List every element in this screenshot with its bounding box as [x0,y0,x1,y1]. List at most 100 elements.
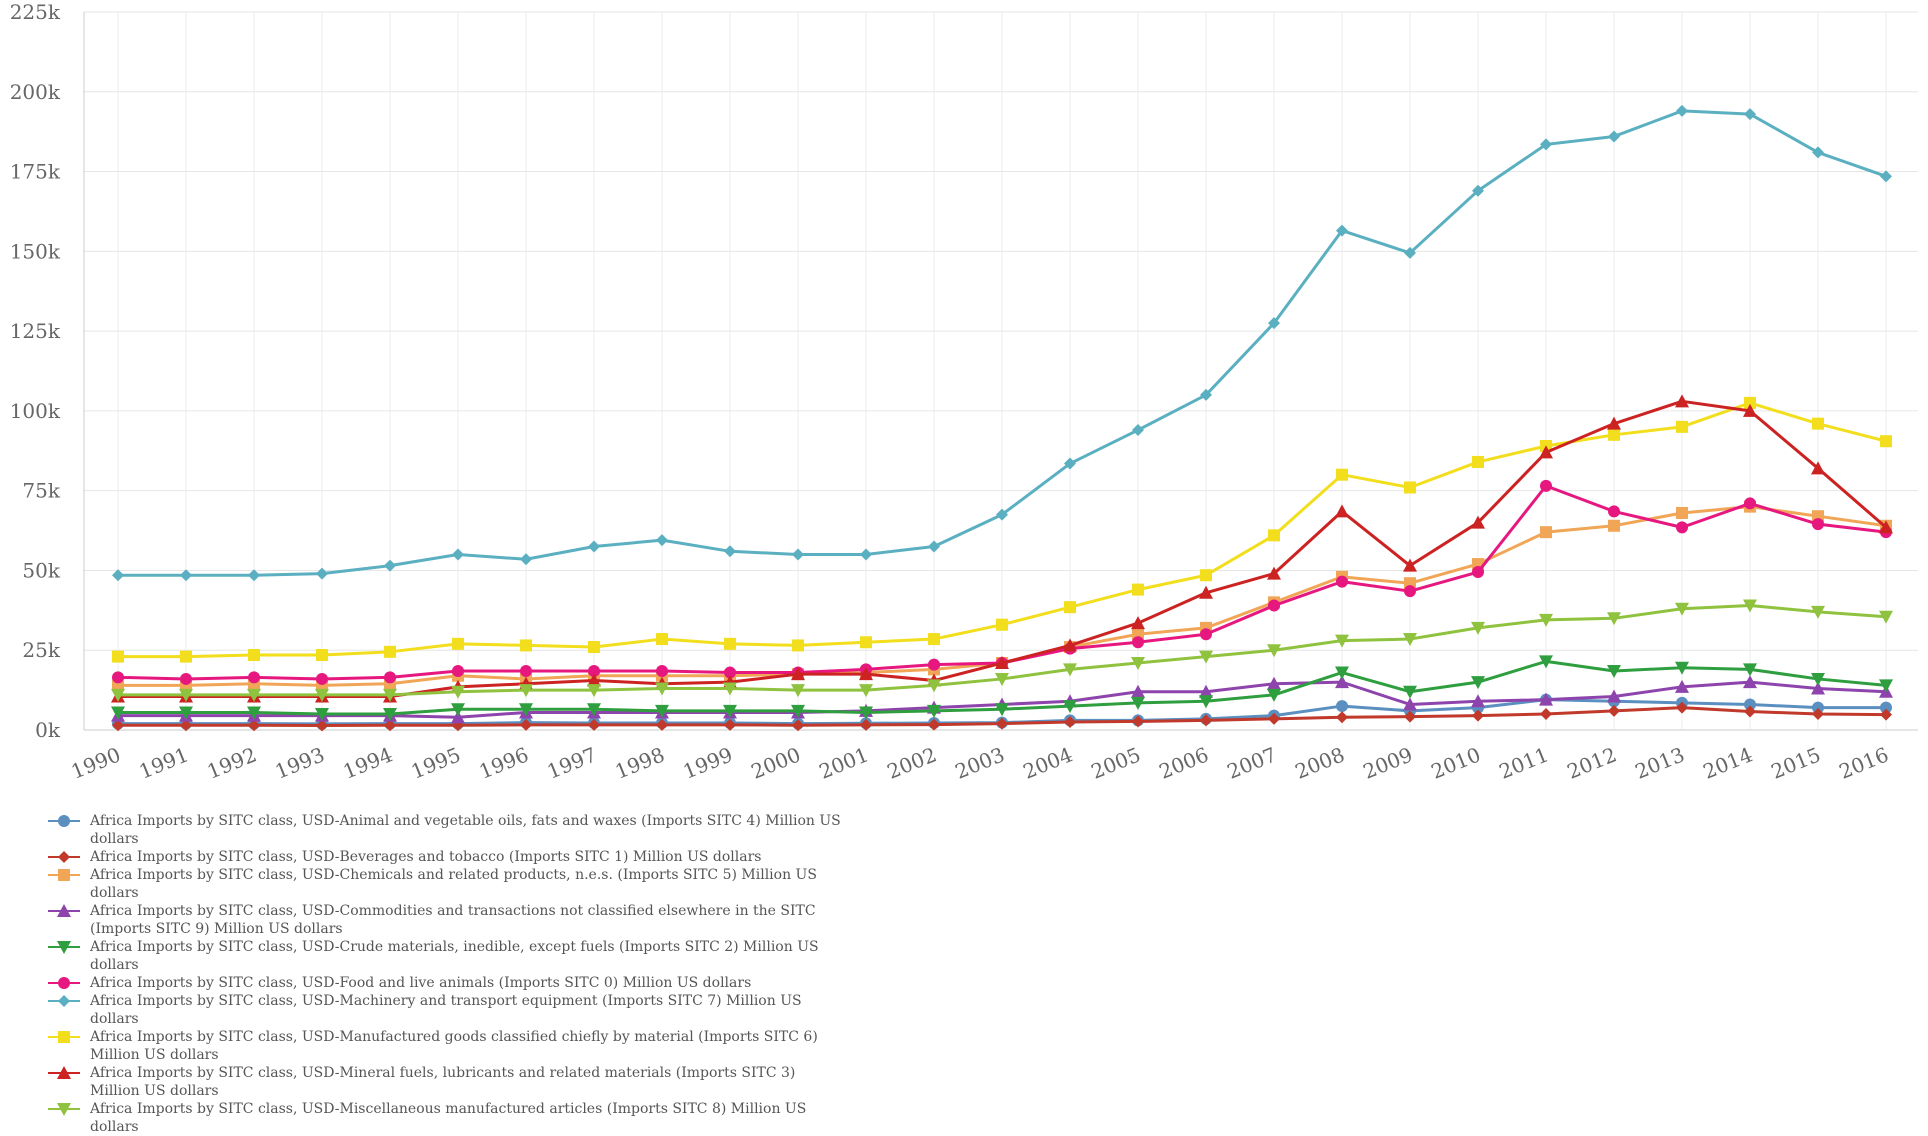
data-point [723,704,737,718]
data-point [112,569,124,582]
data-point [996,508,1008,521]
legend-marker-icon [48,977,80,989]
data-point [383,688,397,702]
data-point [1472,455,1484,468]
legend-item[interactable]: Africa Imports by SITC class, USD-Food a… [48,974,848,992]
data-point [112,650,124,663]
data-point [1335,675,1349,689]
data-point [1811,605,1825,619]
data-point [928,540,940,553]
x-tick-label: 2007 [1224,742,1280,783]
data-point [1063,638,1077,652]
data-point [248,719,260,732]
x-tick-label: 2005 [1088,742,1144,783]
legend-label: Africa Imports by SITC class, USD-Crude … [90,939,819,973]
data-point [1199,650,1213,664]
data-point [1471,515,1485,529]
data-point [315,688,329,702]
data-point [928,658,940,671]
data-point [1471,694,1485,708]
y-tick-label: 225k [10,0,61,24]
legend-marker-shape [58,995,70,1007]
data-point [1199,695,1213,709]
legend-marker-icon [48,869,80,881]
legend-item[interactable]: Africa Imports by SITC class, USD-Miscel… [48,1100,848,1136]
data-point [1676,420,1688,433]
data-point [383,708,397,722]
data-point [1403,685,1417,699]
data-point [1880,708,1892,721]
data-point [1675,679,1689,693]
data-point [927,679,941,693]
legend-label: Africa Imports by SITC class, USD-Minera… [90,1065,796,1099]
x-tick-label: 2014 [1700,742,1756,783]
series-4 [111,655,1893,722]
data-point [724,637,736,650]
legend-item[interactable]: Africa Imports by SITC class, USD-Minera… [48,1064,848,1100]
data-point [588,718,600,731]
data-point [111,688,125,702]
data-point [1131,616,1145,630]
data-point [1607,664,1621,678]
y-tick-label: 50k [22,558,60,582]
data-point [1608,704,1620,717]
x-tick-label: 1997 [544,742,600,783]
data-point [1676,701,1688,714]
legend-label: Africa Imports by SITC class, USD-Animal… [90,813,841,847]
legend-marker-icon [48,815,80,827]
legend-item[interactable]: Africa Imports by SITC class, USD-Crude … [48,938,848,974]
legend-marker-shape [58,815,70,827]
legend-marker-icon [48,941,80,954]
data-point [1540,138,1552,151]
legend-item[interactable]: Africa Imports by SITC class, USD-Manufa… [48,1028,848,1064]
data-point [587,684,601,698]
x-tick-label: 2009 [1360,742,1416,783]
legend-item[interactable]: Africa Imports by SITC class, USD-Commod… [48,902,848,938]
data-point [1471,676,1485,690]
data-point [112,719,124,732]
legend-item[interactable]: Africa Imports by SITC class, USD-Bevera… [48,848,848,866]
legend-item[interactable]: Africa Imports by SITC class, USD-Machin… [48,992,848,1028]
x-tick-label: 2010 [1428,742,1484,783]
legend-item[interactable]: Africa Imports by SITC class, USD-Animal… [48,812,848,848]
data-point [315,708,329,722]
x-tick-label: 1990 [68,742,124,783]
legend-marker-icon [48,1103,80,1116]
legend-label: Africa Imports by SITC class, USD-Machin… [90,993,802,1027]
data-point [1812,146,1824,159]
data-point [1335,666,1349,680]
legend-marker-shape [57,1103,71,1116]
data-point [384,559,396,572]
data-point [1403,633,1417,647]
x-tick-label: 1996 [476,742,532,783]
series-6 [112,104,1892,582]
data-point [1336,575,1348,588]
data-point [1812,708,1824,721]
data-point [724,718,736,731]
legend-marker-shape [58,869,70,881]
data-point [248,569,260,582]
legend-item[interactable]: Africa Imports by SITC class, USD-Chemic… [48,866,848,902]
data-point [995,672,1009,686]
data-point [588,540,600,553]
data-point [1403,558,1417,572]
data-point [1064,716,1076,729]
series-layer [111,104,1893,732]
data-point [1268,529,1280,542]
data-point [316,567,328,580]
legend-marker-shape [57,941,71,954]
data-point [1064,457,1076,470]
data-point [1471,621,1485,635]
data-point [1200,714,1212,727]
data-point [1607,689,1621,703]
data-point [316,649,328,662]
y-tick-label: 25k [22,638,60,662]
data-point [111,706,125,720]
legend-label: Africa Imports by SITC class, USD-Commod… [90,903,816,937]
y-tick-label: 100k [10,399,61,423]
data-point [1064,601,1076,614]
data-point [520,664,532,677]
legend-marker-icon [48,1066,80,1079]
data-point [1268,317,1280,330]
x-tick-label: 1995 [408,742,464,783]
